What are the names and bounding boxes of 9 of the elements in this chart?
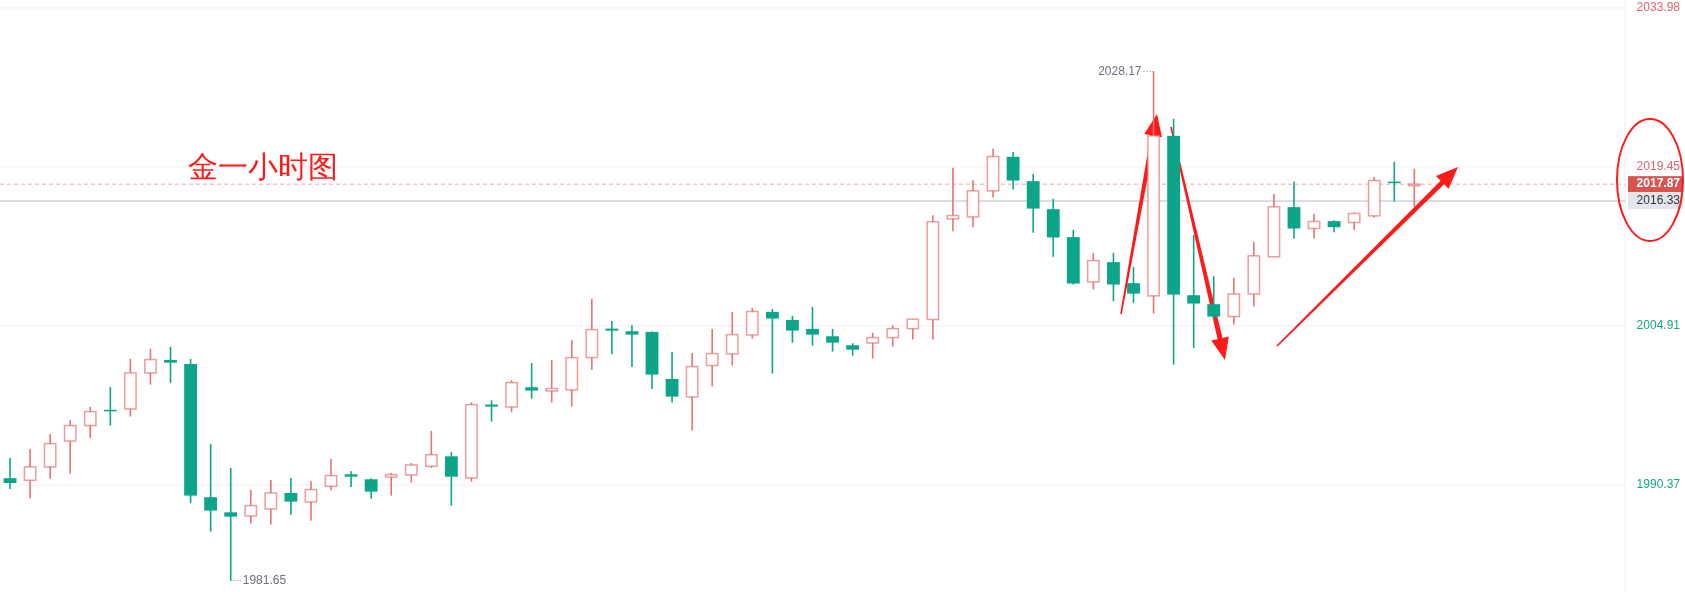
ref-line-label: 2016.33 [1636, 193, 1681, 208]
y-tick-label: 1990.37 [1636, 477, 1681, 492]
annotation: 1981.65 [242, 572, 287, 587]
text: 金一小时图 [188, 149, 338, 183]
y-tick-label: 2019.45 [1636, 159, 1681, 174]
annotation: 2028.17 [1098, 63, 1142, 78]
y-tick-label: 2004.91 [1636, 318, 1681, 333]
ref-line-label: 2017.87 [1636, 176, 1681, 191]
y-tick-label: 2033.98 [1636, 0, 1681, 15]
